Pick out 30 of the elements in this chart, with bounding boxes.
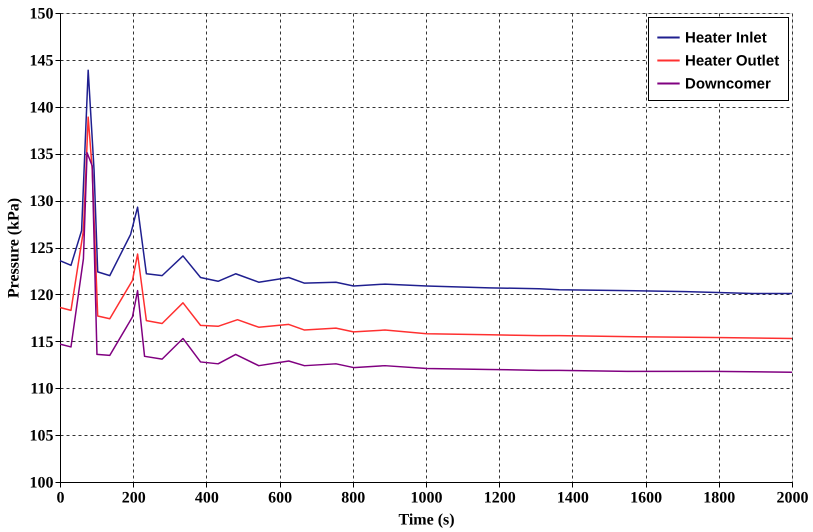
y-tick-label: 120 [30, 286, 54, 304]
y-axis-title: Pressure (kPa) [6, 198, 22, 298]
y-tick-label: 100 [30, 474, 54, 492]
x-tick-label: 0 [56, 490, 64, 506]
y-tick-label: 115 [30, 334, 54, 351]
legend-label: Heater Inlet [685, 30, 767, 46]
x-tick-label: 600 [268, 490, 292, 506]
y-tick-label: 125 [30, 240, 54, 257]
x-tick-label: 800 [341, 490, 366, 506]
x-tick-label: 2000 [776, 490, 808, 506]
legend-label: Heater Outlet [685, 52, 780, 70]
y-tick-label: 140 [30, 99, 54, 116]
y-tick-label: 130 [30, 193, 54, 210]
legend-label: Downcomer [685, 76, 772, 92]
y-tick-label: 150 [30, 6, 54, 22]
x-axis-title: Time (s) [398, 512, 455, 528]
x-tick-label: 1600 [630, 490, 662, 506]
x-tick-label: 1000 [410, 490, 442, 506]
line-series [59, 69, 793, 294]
y-tick-label: 145 [30, 52, 54, 70]
y-tick-label: 110 [30, 380, 54, 398]
x-tick-label: 1200 [484, 490, 516, 506]
y-tick-label: 105 [30, 428, 54, 445]
line-series [59, 116, 793, 340]
x-tick-label: 1800 [703, 490, 736, 506]
x-tick-label: 1400 [556, 490, 589, 506]
y-tick-label: 135 [30, 146, 54, 164]
x-tick-label: 400 [194, 490, 219, 506]
x-tick-label: 200 [122, 490, 146, 506]
line-series [59, 152, 793, 374]
